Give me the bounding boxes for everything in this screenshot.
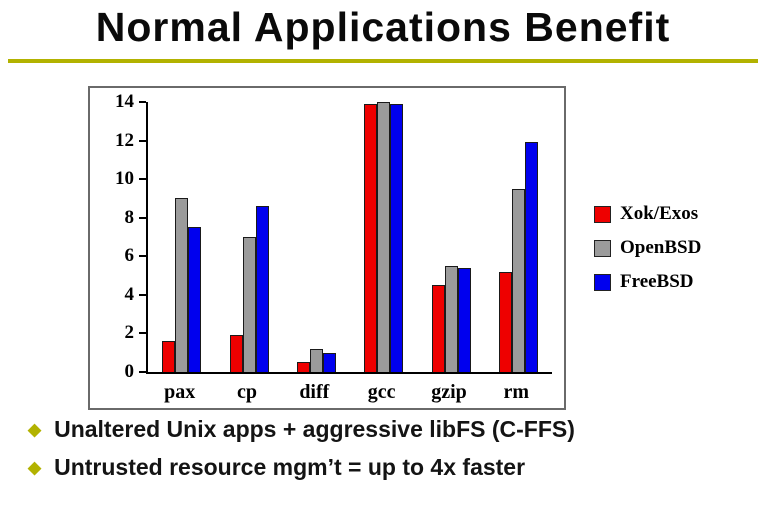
bar-group-gcc <box>364 102 404 372</box>
x-category-label-gzip: gzip <box>431 381 467 403</box>
plot-area <box>146 102 552 374</box>
legend-swatch-icon <box>594 239 611 257</box>
title-underline <box>8 59 758 63</box>
bar-xok-exos-gcc <box>364 104 378 372</box>
legend-item-freebsd: FreeBSD <box>594 271 701 293</box>
y-tick-label: 14 <box>115 91 134 112</box>
y-tick-label: 10 <box>115 168 134 190</box>
bar-group-cp <box>229 102 269 372</box>
y-tick-mark <box>139 139 146 142</box>
legend-label: OpenBSD <box>620 237 702 258</box>
y-tick-label: 4 <box>124 283 135 305</box>
bar-openbsd-gcc <box>377 102 391 372</box>
bar-openbsd-pax <box>175 198 189 372</box>
y-tick-label: 12 <box>115 129 134 151</box>
bar-openbsd-diff <box>309 349 323 372</box>
x-category-label-cp: cp <box>236 381 257 403</box>
bar-xok-exos-diff <box>296 362 310 372</box>
bar-xok-exos-gzip <box>431 285 445 372</box>
bar-xok-exos-pax <box>162 341 176 372</box>
bullet-diamond-icon: ◆ <box>28 419 42 439</box>
bar-freebsd-rm <box>524 142 538 372</box>
x-category-label-diff: diff <box>299 381 330 403</box>
chart-frame: 0 2 4 6 8 10 12 14 pax cp diff gcc gzip rm <box>88 86 566 410</box>
legend-swatch-icon <box>594 205 611 223</box>
y-tick-mark <box>139 178 146 181</box>
y-tick-mark <box>139 101 146 103</box>
legend-item-xok-exos: Xok/Exos <box>594 203 701 225</box>
y-tick-mark <box>139 371 146 373</box>
y-tick-label: 0 <box>124 361 135 382</box>
bullet-list: ◆ Unaltered Unix apps + aggressive libFS… <box>28 416 575 481</box>
bar-freebsd-cp <box>255 206 269 372</box>
legend-label: FreeBSD <box>620 271 694 292</box>
bar-freebsd-gcc <box>390 104 404 372</box>
x-category-label-gcc: gcc <box>367 381 396 403</box>
legend-label: Xok/Exos <box>620 203 699 224</box>
legend-item-openbsd: OpenBSD <box>594 237 701 259</box>
bullet-item: ◆ Untrusted resource mgm’t = up to 4x fa… <box>28 454 575 481</box>
bullet-item: ◆ Unaltered Unix apps + aggressive libFS… <box>28 416 575 443</box>
bar-group-rm <box>498 102 538 372</box>
y-tick-label: 6 <box>124 245 135 267</box>
x-category-label-rm: rm <box>503 381 530 403</box>
y-tick-mark <box>139 255 146 258</box>
bar-group-gzip <box>431 102 471 372</box>
bar-freebsd-diff <box>322 353 336 372</box>
bar-xok-exos-rm <box>498 272 512 372</box>
slide-title: Normal Applications Benefit <box>95 4 671 50</box>
bar-openbsd-cp <box>242 237 256 372</box>
bullet-diamond-icon: ◆ <box>28 457 42 477</box>
x-axis-labels: pax cp diff gcc gzip rm <box>146 374 552 408</box>
bar-freebsd-pax <box>188 227 202 372</box>
bar-openbsd-rm <box>511 189 525 372</box>
y-tick-mark <box>139 216 146 219</box>
y-tick-mark <box>139 332 146 335</box>
bullet-text: Untrusted resource mgm’t = up to 4x fast… <box>54 454 526 480</box>
y-tick-label: 8 <box>124 206 135 228</box>
legend-swatch-icon <box>594 273 611 291</box>
bullet-text: Unaltered Unix apps + aggressive libFS (… <box>54 416 575 442</box>
bar-xok-exos-cp <box>229 335 243 372</box>
chart-legend: Xok/Exos OpenBSD FreeBSD <box>594 203 701 305</box>
bar-freebsd-gzip <box>457 268 471 372</box>
y-tick-label: 2 <box>124 322 135 344</box>
x-category-label-pax: pax <box>164 381 196 403</box>
bar-group-diff <box>296 102 336 372</box>
y-tick-mark <box>139 293 146 296</box>
bar-openbsd-gzip <box>444 266 458 372</box>
y-axis-labels: 0 2 4 6 8 10 12 14 <box>90 91 146 382</box>
bar-group-pax <box>162 102 202 372</box>
